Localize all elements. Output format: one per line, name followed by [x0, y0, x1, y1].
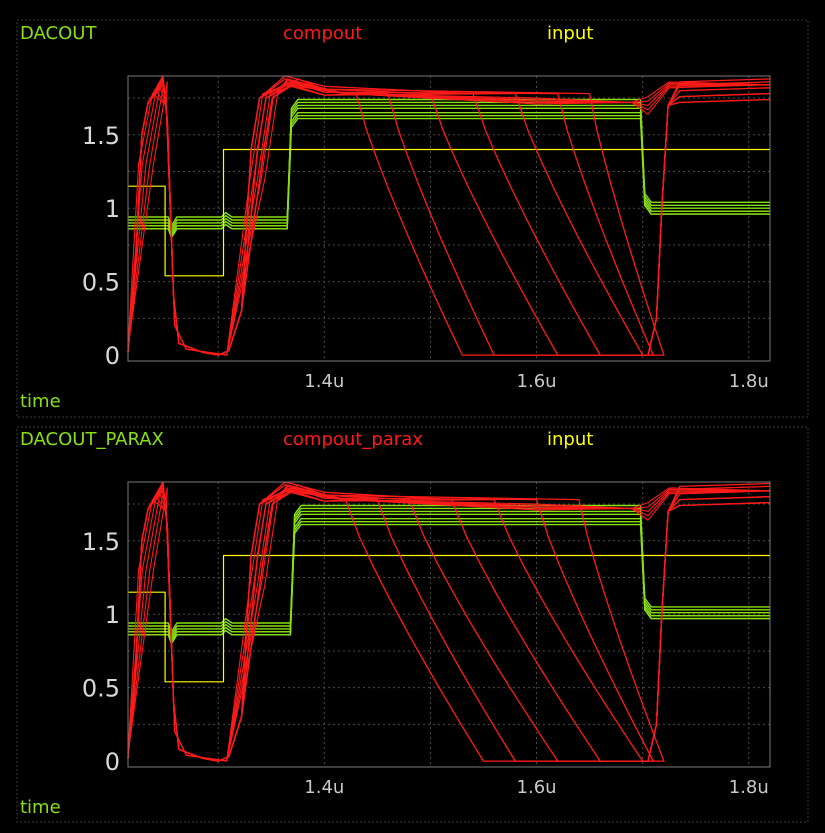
legend-compout-parax[interactable]: compout_parax	[283, 429, 423, 450]
compout-trace	[127, 487, 771, 762]
panel-2-plot-area	[127, 481, 771, 768]
compout-trace	[127, 78, 771, 356]
panel-1-x-axis: 1.4u 1.6u 1.8u	[304, 371, 769, 392]
y-tick-label: 0	[105, 342, 120, 370]
x-tick-label: 1.8u	[729, 371, 769, 392]
input-trace	[128, 554, 770, 683]
dacout-trace	[128, 98, 770, 236]
panel-2-traces	[127, 481, 771, 762]
y-tick-label: 1	[105, 601, 120, 629]
x-tick-label: 1.4u	[304, 777, 344, 798]
legend-dacout[interactable]: DACOUT	[20, 23, 97, 44]
y-tick-label: 1	[105, 195, 120, 223]
compout-trace	[127, 481, 771, 762]
y-tick-label: 0.5	[82, 675, 120, 703]
legend-compout[interactable]: compout	[283, 23, 362, 44]
y-tick-label: 1.5	[82, 528, 120, 556]
panel-2-y-axis: 0 0.5 1 1.5	[82, 528, 120, 776]
x-tick-label: 1.4u	[304, 371, 344, 392]
panel-2: DACOUT_PARAX compout_parax input 0 0.5 1 1.…	[16, 426, 809, 823]
x-tick-label: 1.8u	[729, 777, 769, 798]
y-tick-label: 0.5	[82, 269, 120, 297]
compout-trace	[127, 81, 771, 356]
legend-input-2[interactable]: input	[547, 429, 593, 450]
panel-1-y-axis: 0 0.5 1 1.5	[82, 122, 120, 370]
panel-2-x-axis: 1.4u 1.6u 1.8u	[304, 777, 769, 798]
compout-trace	[127, 75, 771, 356]
compout-trace	[127, 484, 771, 762]
compout-trace	[127, 487, 770, 762]
panel-1-traces	[127, 75, 771, 356]
compout-trace	[127, 81, 770, 356]
x-tick-label: 1.6u	[517, 777, 557, 798]
compout-trace	[127, 81, 771, 356]
y-tick-label: 0	[105, 748, 120, 776]
dacout-trace	[128, 504, 770, 642]
compout-trace	[127, 490, 771, 762]
x-tick-label: 1.6u	[517, 371, 557, 392]
panel-2-frame	[16, 426, 809, 823]
panel-1-plot-area	[127, 75, 771, 362]
panel-2-x-label: time	[20, 797, 61, 818]
dacout-trace	[128, 513, 770, 636]
y-tick-label: 1.5	[82, 122, 120, 150]
legend-input[interactable]: input	[547, 23, 593, 44]
panel-1-frame	[16, 19, 809, 418]
input-trace	[128, 148, 770, 277]
panel-1: DACOUT compout input 00.511.5 1.4u 1.6u 1.…	[16, 19, 809, 418]
compout-trace	[127, 487, 771, 762]
panel-1-x-label: time	[20, 391, 61, 412]
legend-dacout-parax[interactable]: DACOUT_PARAX	[20, 429, 164, 450]
compout-trace	[127, 84, 771, 356]
